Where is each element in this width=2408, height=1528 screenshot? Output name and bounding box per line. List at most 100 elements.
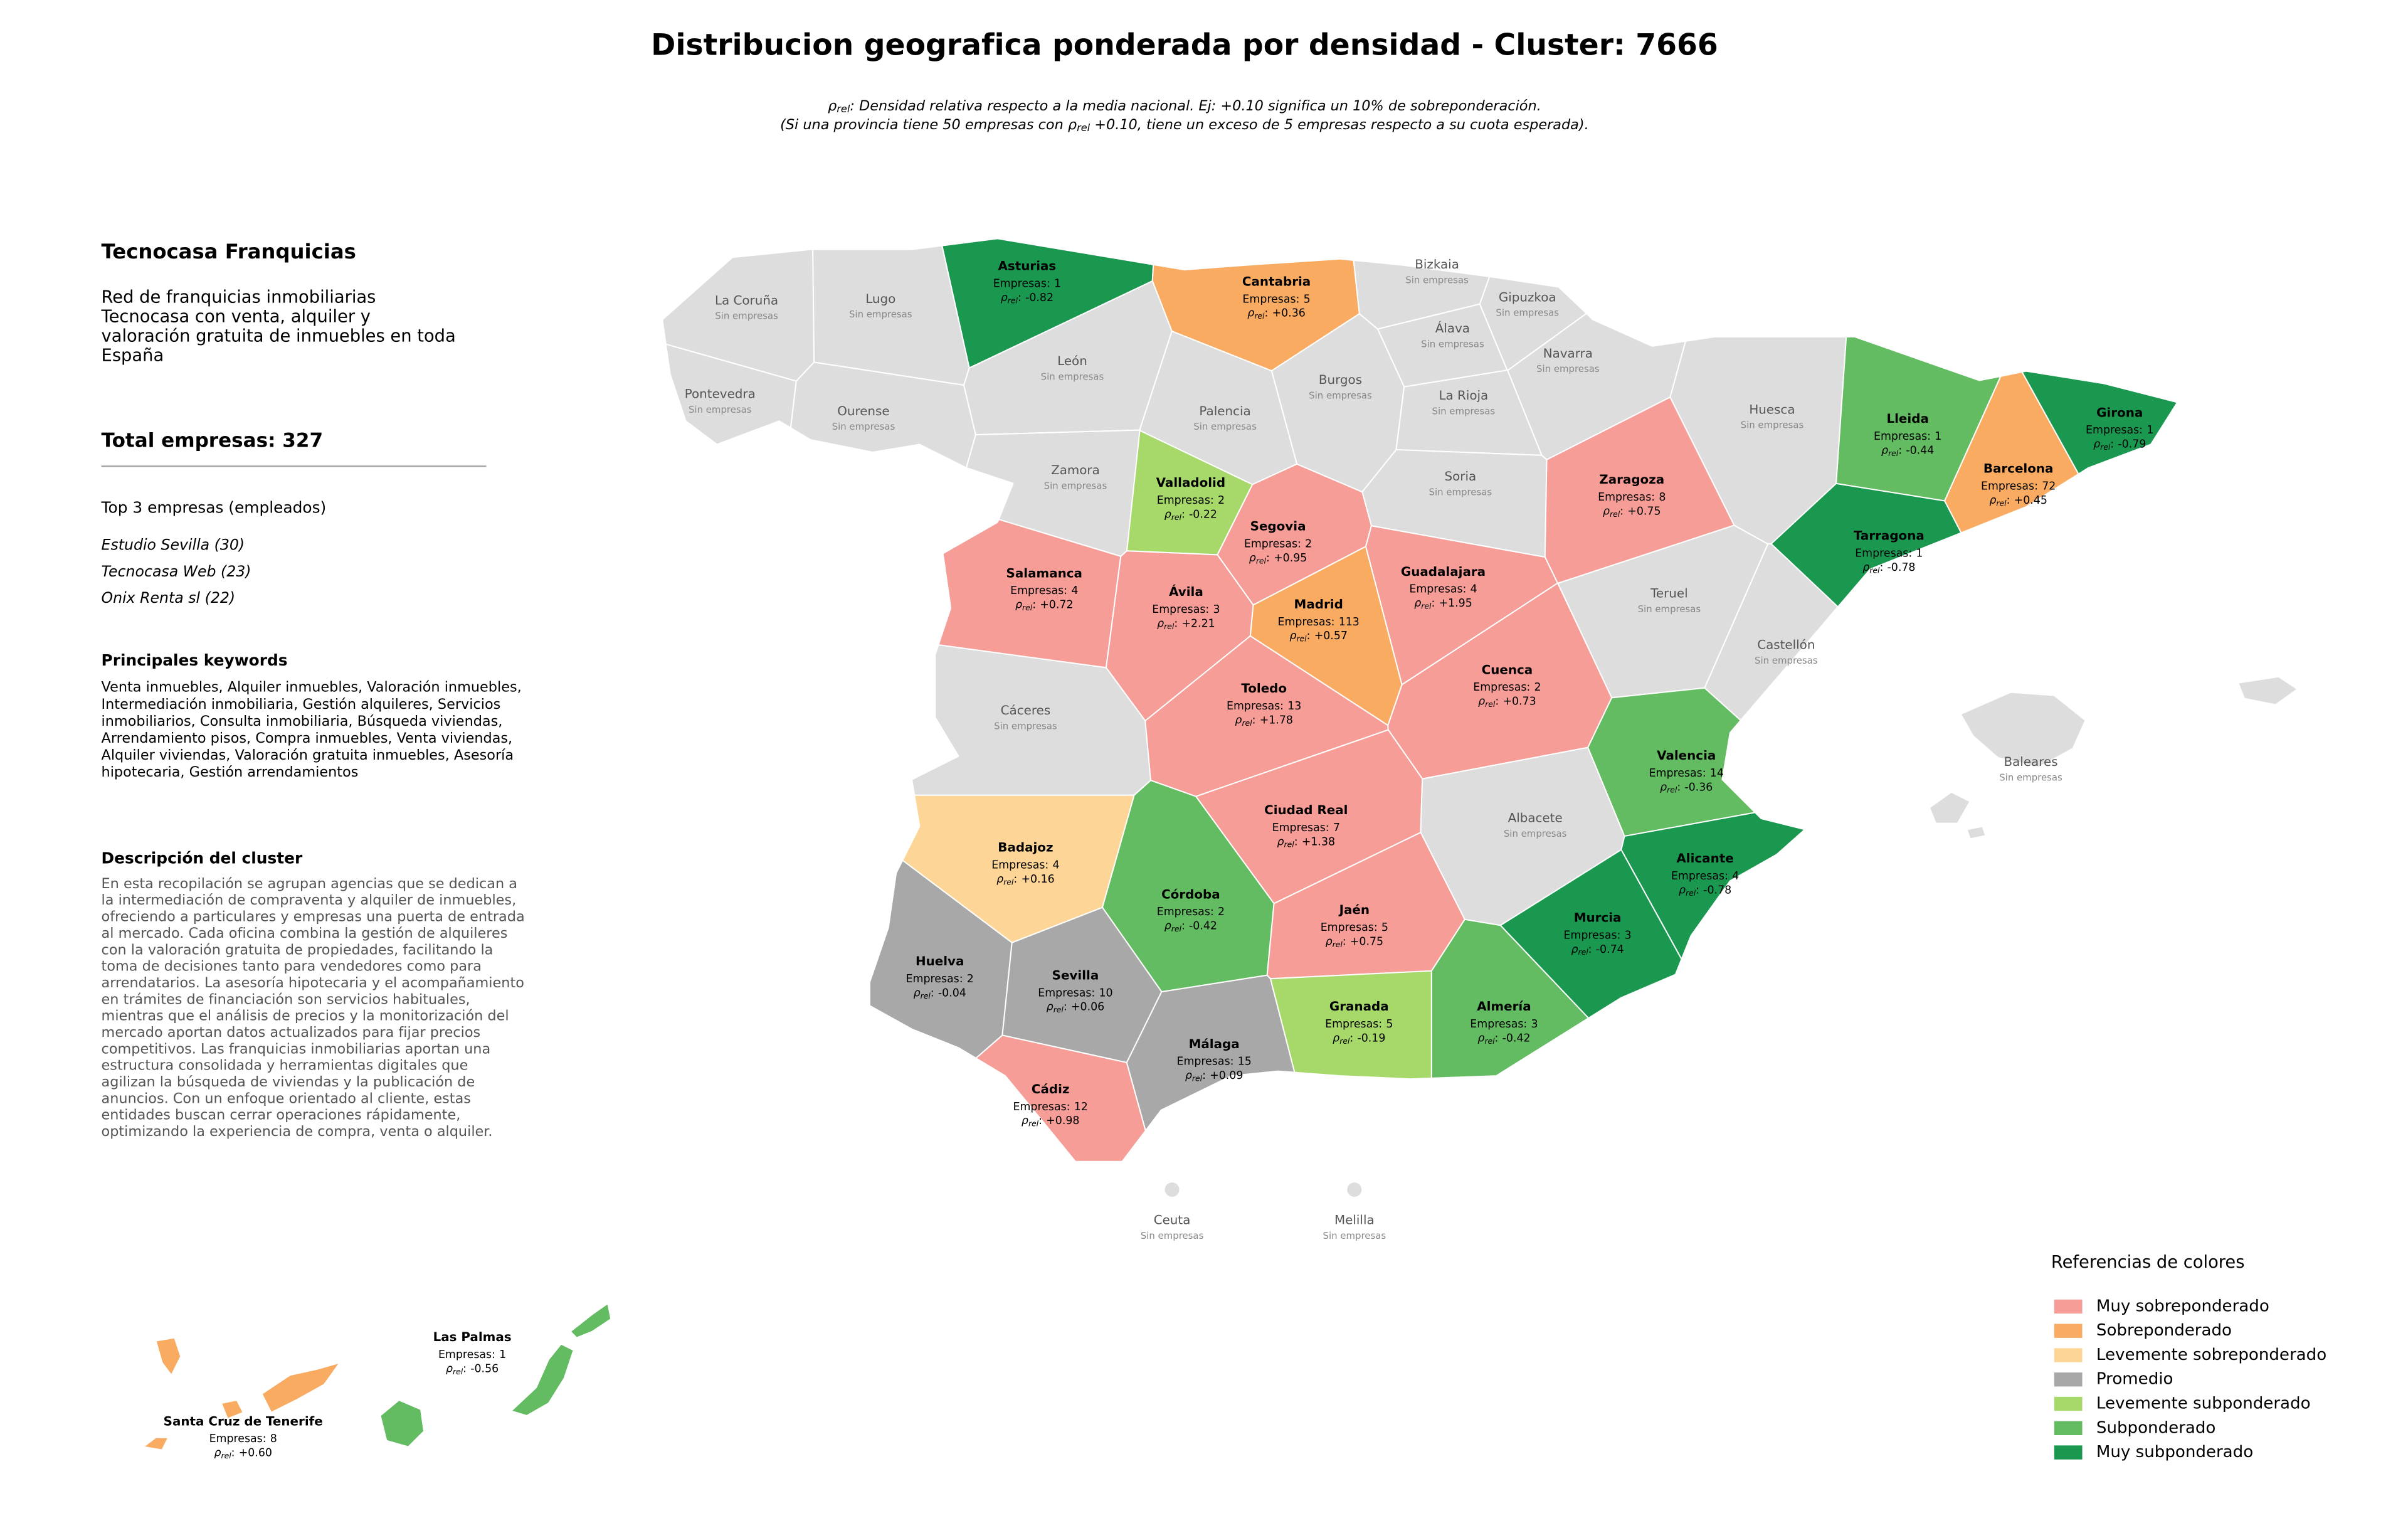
total-companies: Total empresas: 327 [102,430,324,452]
province-name: Pontevedra [685,386,756,401]
subtitle-text: +0.10, tiene un exceso de 5 empresas res… [1090,116,1589,132]
province [2021,370,2178,475]
rho-sub: rel [1164,621,1175,630]
province-name: Las Palmas [433,1330,512,1344]
province [665,343,797,445]
no-companies: Sin empresas [1044,480,1107,492]
legend-label: Levemente subponderado [2096,1394,2311,1413]
companies-value: 15 [1238,1056,1252,1068]
companies-label: Empresas: 113 [1277,616,1359,629]
province-name: Santa Cruz de Tenerife [164,1414,323,1428]
companies-value: 1 [1935,430,1941,443]
no-companies: Sin empresas [994,720,1057,731]
province-name: Valencia [1657,748,1716,763]
rho-sep: : [1898,444,1902,457]
island [220,1399,244,1419]
rho-value: +2.21 [1181,617,1215,630]
rho-symbol: ρ [1414,597,1421,610]
companies-text: Empresas: [1272,822,1329,834]
rho-symbol: ρ [1477,1032,1484,1044]
cluster-description: en trámites de financiación son servicio… [102,991,470,1007]
no-companies: Sin empresas [1999,772,2062,783]
rho-sub: rel [1339,1036,1350,1045]
rho-sub: rel [1869,565,1880,575]
rho-sub: rel [1686,888,1696,897]
rho-sub: rel [921,990,931,1000]
rho-label: ρrel: +1.38 [1277,836,1336,849]
companies-label: Empresas: 3 [1152,603,1220,616]
rho-label: ρrel: -0.78 [1679,884,1731,897]
province-name: Guadalajara [1401,565,1486,579]
rho-sep: : [1879,561,1883,574]
island [1960,691,2086,768]
rho-symbol: ρ [1333,1032,1339,1044]
companies-label: Empresas: 13 [1227,700,1301,713]
cluster-description: toma de decisiones tanto para vendedores… [102,958,482,975]
companies-label: Empresas: 12 [1013,1101,1088,1113]
province-name: Sevilla [1052,968,1099,983]
province-name: Lleida [1886,411,1928,426]
companies-label: Empresas: 15 [1176,1056,1251,1068]
rho-label: ρrel: +0.57 [1289,630,1348,643]
rho-symbol: ρ [2093,438,2100,450]
companies-value: 2 [1305,538,1312,551]
rho-label: ρrel: -0.19 [1333,1032,1385,1045]
rho-symbol: ρ [1862,561,1869,574]
legend-label: Subponderado [2096,1418,2215,1437]
cluster-description: optimizando la experiencia de compra, ve… [102,1123,493,1140]
company-description: Tecnocasa con venta, alquiler y [101,307,371,326]
legend-label: Sobreponderado [2096,1321,2232,1340]
companies-value: 5 [1386,1018,1393,1031]
legend-label: Levemente sobreponderado [2096,1345,2326,1364]
province [1163,1181,1181,1198]
no-companies: Sin empresas [1741,420,1804,431]
cluster-description: mientras que el análisis de precios y la… [102,1008,509,1024]
province-name: Valladolid [1156,475,1225,490]
rho-value: +0.45 [2014,494,2047,507]
companies-label: Empresas: 1 [1874,430,1941,443]
companies-text: Empresas: [1409,583,1466,596]
rho-symbol: ρ [1068,116,1077,132]
rho-value: +0.16 [1021,873,1054,886]
rho-sep: : [2110,438,2114,450]
cluster-description: arrendatarios. La asesoría hipotecaria y… [102,975,524,991]
top-company: Estudio Sevilla (30) [102,536,245,554]
companies-value: 14 [1710,767,1724,780]
rho-symbol: ρ [1235,714,1242,726]
companies-value: 1 [2147,424,2153,437]
rho-sep: : [1181,920,1185,932]
companies-value: 5 [1381,921,1388,934]
rho-sep: : [1620,505,1624,517]
province-name: La Coruña [715,293,778,307]
company-description: Red de franquicias inmobiliarias [102,287,376,307]
legend-swatch [2054,1372,2083,1387]
companies-label: Empresas: 1 [1855,547,1923,560]
rho-sep: : [1181,508,1185,521]
province-name: Cádiz [1032,1082,1070,1096]
companies-label: Empresas: 4 [991,859,1059,872]
companies-text: Empresas: [1157,494,1214,507]
rho-sub: rel [1028,1118,1039,1128]
province-name: Zaragoza [1599,472,1664,487]
rho-sep: : [1202,1069,1206,1082]
companies-value: 2 [967,973,974,985]
title: Distribucion geografica ponderada por de… [651,28,1718,63]
rho-sub: rel [1022,602,1033,612]
rho-symbol: ρ [1047,1001,1054,1014]
subtitle: (Si una provincia tiene 50 empresas con … [780,116,1589,133]
province [142,1337,341,1451]
no-companies: Sin empresas [715,310,778,322]
company-title: Tecnocasa Franquicias [102,240,356,263]
companies-text: Empresas: [1598,491,1655,504]
companies-label: Empresas: 4 [1409,583,1477,596]
no-companies: Sin empresas [1421,338,1484,349]
rho-sub: rel [453,1366,463,1376]
rho-sub: rel [1008,295,1018,305]
companies-label: Empresas: 3 [1470,1018,1538,1031]
keywords: Alquiler viviendas, Valoración gratuita … [102,747,514,763]
legend-swatch [2054,1396,2083,1411]
companies-value: 113 [1339,616,1360,629]
companies-label: Empresas: 2 [1157,494,1225,507]
rho-sep: : [1307,630,1311,642]
